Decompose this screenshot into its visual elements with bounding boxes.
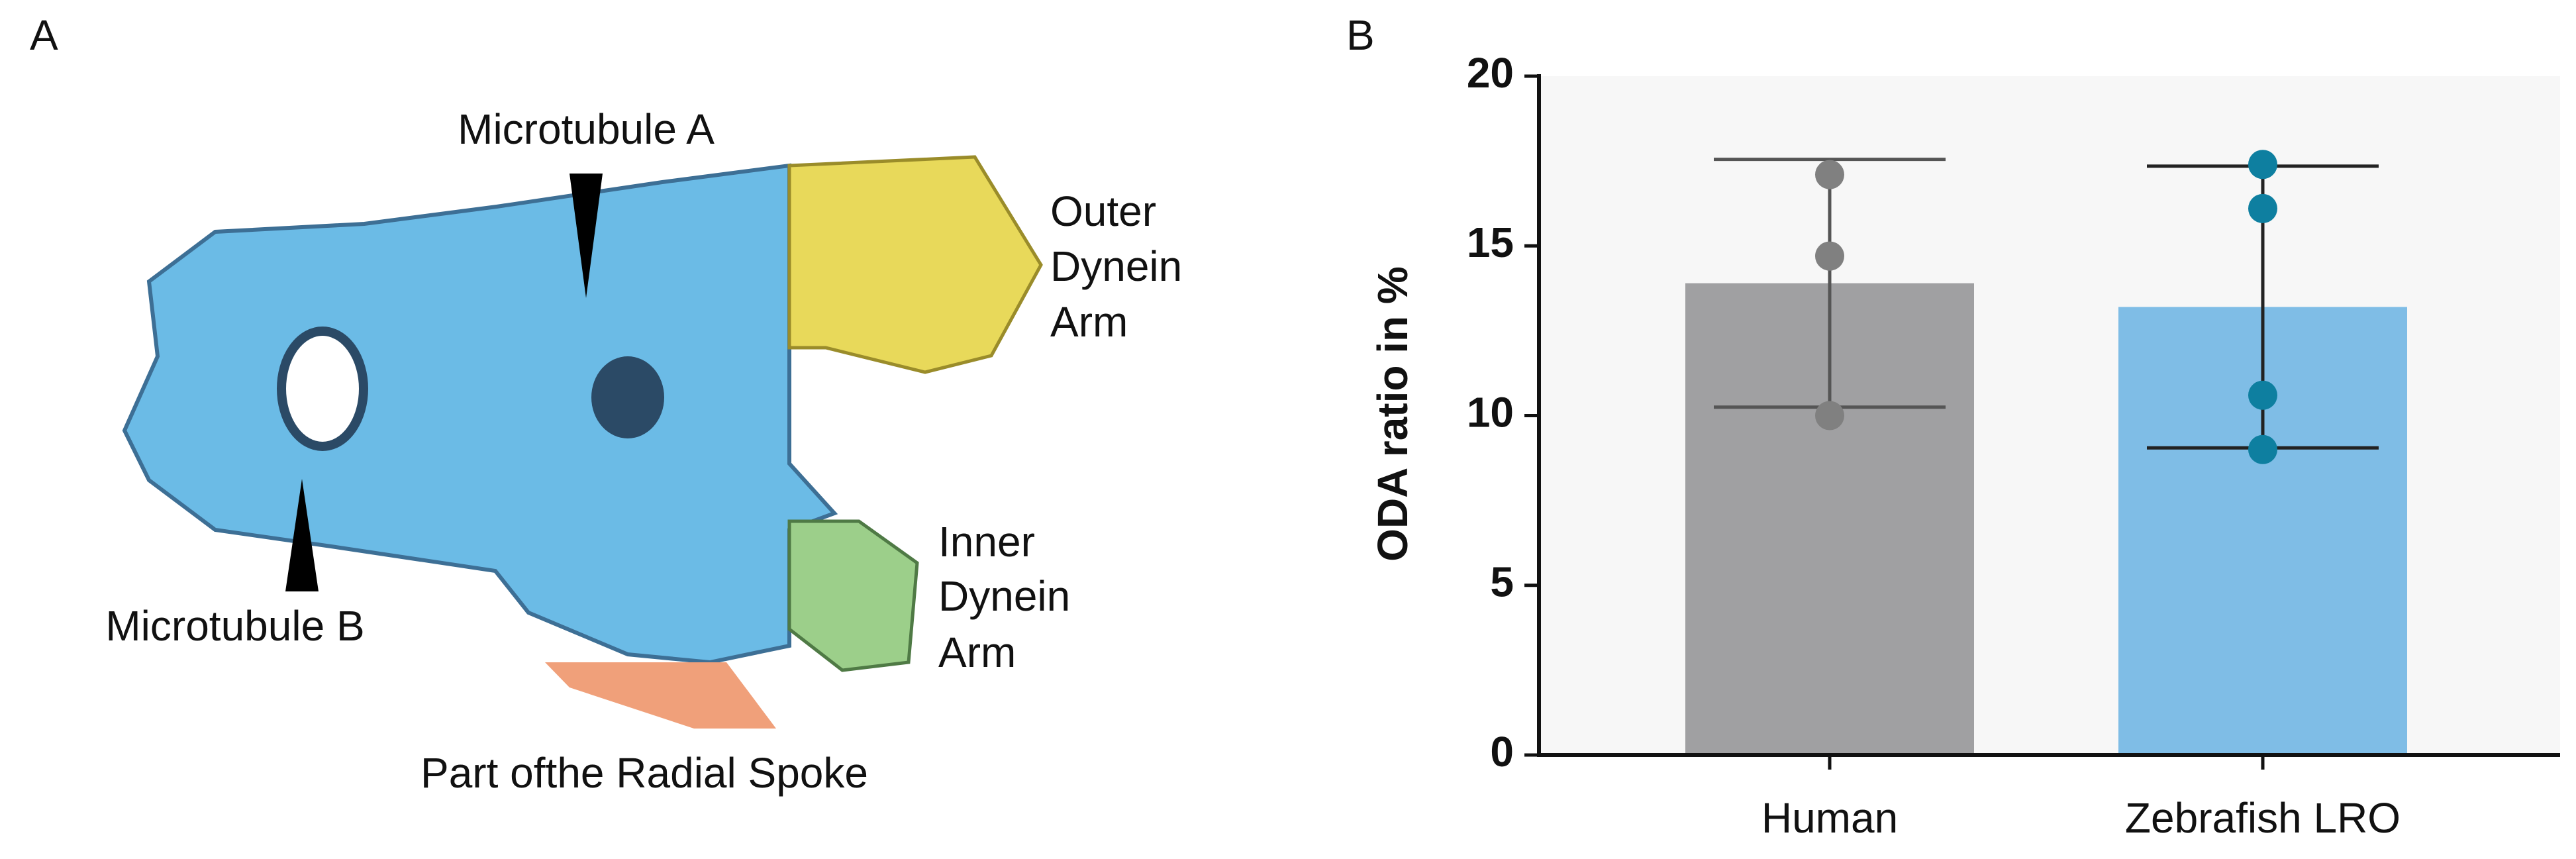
pointer bbox=[285, 479, 319, 591]
y-tick-label: 5 bbox=[1490, 558, 1514, 606]
pointer bbox=[570, 174, 603, 298]
label: Inner bbox=[938, 518, 1035, 566]
y-axis-label: ODA ratio in % bbox=[1369, 266, 1416, 562]
data-point bbox=[1815, 160, 1844, 189]
inner-dynein-arm bbox=[787, 519, 919, 672]
data-point bbox=[2248, 193, 2277, 223]
label: Part ofthe Radial Spoke bbox=[421, 749, 868, 797]
panel-label: B bbox=[1346, 11, 1375, 59]
y-tick-label: 20 bbox=[1467, 49, 1514, 97]
x-tick-label: Human bbox=[1761, 794, 1898, 842]
data-point bbox=[2248, 380, 2277, 410]
data-point bbox=[2248, 150, 2277, 179]
microtubule-shape bbox=[122, 163, 838, 665]
y-tick-label: 10 bbox=[1467, 388, 1514, 436]
y-tick-label: 0 bbox=[1490, 728, 1514, 776]
data-point bbox=[2248, 434, 2277, 464]
hole bbox=[277, 327, 368, 451]
label: Outer bbox=[1050, 187, 1156, 235]
label: Microtubule B bbox=[105, 602, 364, 650]
label: Dynein bbox=[1050, 242, 1182, 290]
radial-spoke bbox=[545, 662, 776, 729]
panel-a: A Microtubule A Microtubule B Outer Dyne… bbox=[30, 11, 1182, 797]
label: Dynein bbox=[938, 572, 1070, 620]
data-point bbox=[1815, 241, 1844, 271]
hole bbox=[591, 356, 664, 438]
panel-label: A bbox=[30, 11, 58, 59]
data-point bbox=[1815, 401, 1844, 430]
label: Microtubule A bbox=[458, 105, 715, 153]
label: Arm bbox=[1050, 298, 1128, 346]
y-tick-label: 15 bbox=[1467, 219, 1514, 266]
x-tick-label: Zebrafish LRO bbox=[2125, 794, 2401, 842]
label: Arm bbox=[938, 629, 1016, 676]
outer-dynein-arm bbox=[787, 155, 1043, 374]
